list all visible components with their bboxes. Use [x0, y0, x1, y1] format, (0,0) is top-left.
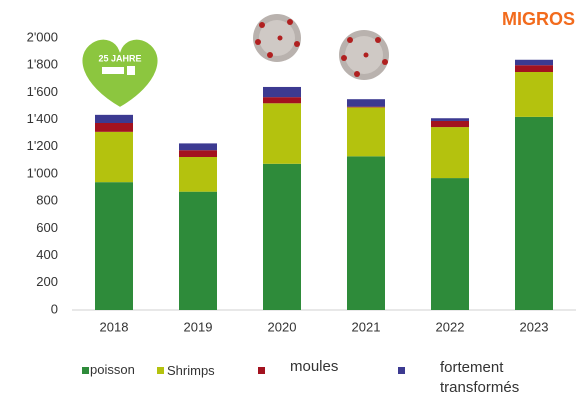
y-tick-label: 0: [51, 301, 58, 316]
virus-icon: [253, 14, 301, 62]
bar-segment: [347, 107, 385, 108]
x-tick-label: 2022: [436, 319, 465, 334]
y-tick-label: 1'200: [27, 138, 58, 153]
bar-segment: [515, 117, 553, 310]
legend-swatch: [258, 367, 265, 374]
bar-segment: [431, 121, 469, 127]
bar-segment: [95, 132, 133, 182]
bar-segment: [431, 127, 469, 178]
legend-label: poisson: [90, 360, 135, 380]
legend-label: moules: [290, 357, 338, 377]
bar-segment: [515, 60, 553, 65]
bar-segment: [263, 164, 301, 310]
bar-segment: [515, 65, 553, 72]
legend-swatch: [157, 367, 164, 374]
bar-segment: [431, 178, 469, 310]
bar-segment: [179, 143, 217, 150]
page: MIGROS 25 JAHRE 0 200 400 600 800 1'000 1'200 1…: [0, 0, 577, 401]
virus-icon: [339, 30, 389, 80]
chart: MIGROS 25 JAHRE 0 200 400 600 800 1'000 1'200 1…: [0, 0, 577, 401]
bar-segment: [263, 97, 301, 103]
bar-segment: [431, 118, 469, 121]
y-tick-label: 1'000: [27, 165, 58, 180]
y-tick-label: 1'800: [27, 57, 58, 72]
legend-swatch: [398, 367, 405, 374]
y-tick-label: 400: [36, 247, 58, 262]
badge-text: 25 JAHRE: [98, 53, 141, 63]
bar-segment: [347, 156, 385, 310]
legend-label: fortement transformés: [440, 358, 550, 398]
legend-label: Shrimps: [167, 361, 215, 381]
bar-segment: [95, 123, 133, 132]
x-tick-label: 2018: [100, 319, 129, 334]
bar-segment: [515, 72, 553, 117]
x-tick-label: 2023: [520, 319, 549, 334]
anniversary-badge: 25 JAHRE: [81, 39, 158, 108]
y-tick-label: 1'400: [27, 111, 58, 126]
y-tick-label: 600: [36, 220, 58, 235]
y-tick-label: 800: [36, 193, 58, 208]
bar-segment: [179, 192, 217, 310]
x-tick-label: 2021: [352, 319, 381, 334]
chart-title: MIGROS: [502, 9, 575, 29]
y-tick-label: 200: [36, 274, 58, 289]
x-tick-label: 2019: [184, 319, 213, 334]
legend-swatch: [82, 367, 89, 374]
y-tick-label: 2'000: [27, 29, 58, 44]
bar-segment: [179, 157, 217, 192]
y-tick-label: 1'600: [27, 84, 58, 99]
x-tick-label: 2020: [268, 319, 297, 334]
bar-segment: [95, 182, 133, 310]
bar-segment: [95, 115, 133, 123]
bar-segment: [347, 107, 385, 156]
bar-segment: [263, 87, 301, 97]
bar-segment: [263, 103, 301, 164]
bar-segment: [347, 99, 385, 106]
bar-segment: [179, 150, 217, 157]
